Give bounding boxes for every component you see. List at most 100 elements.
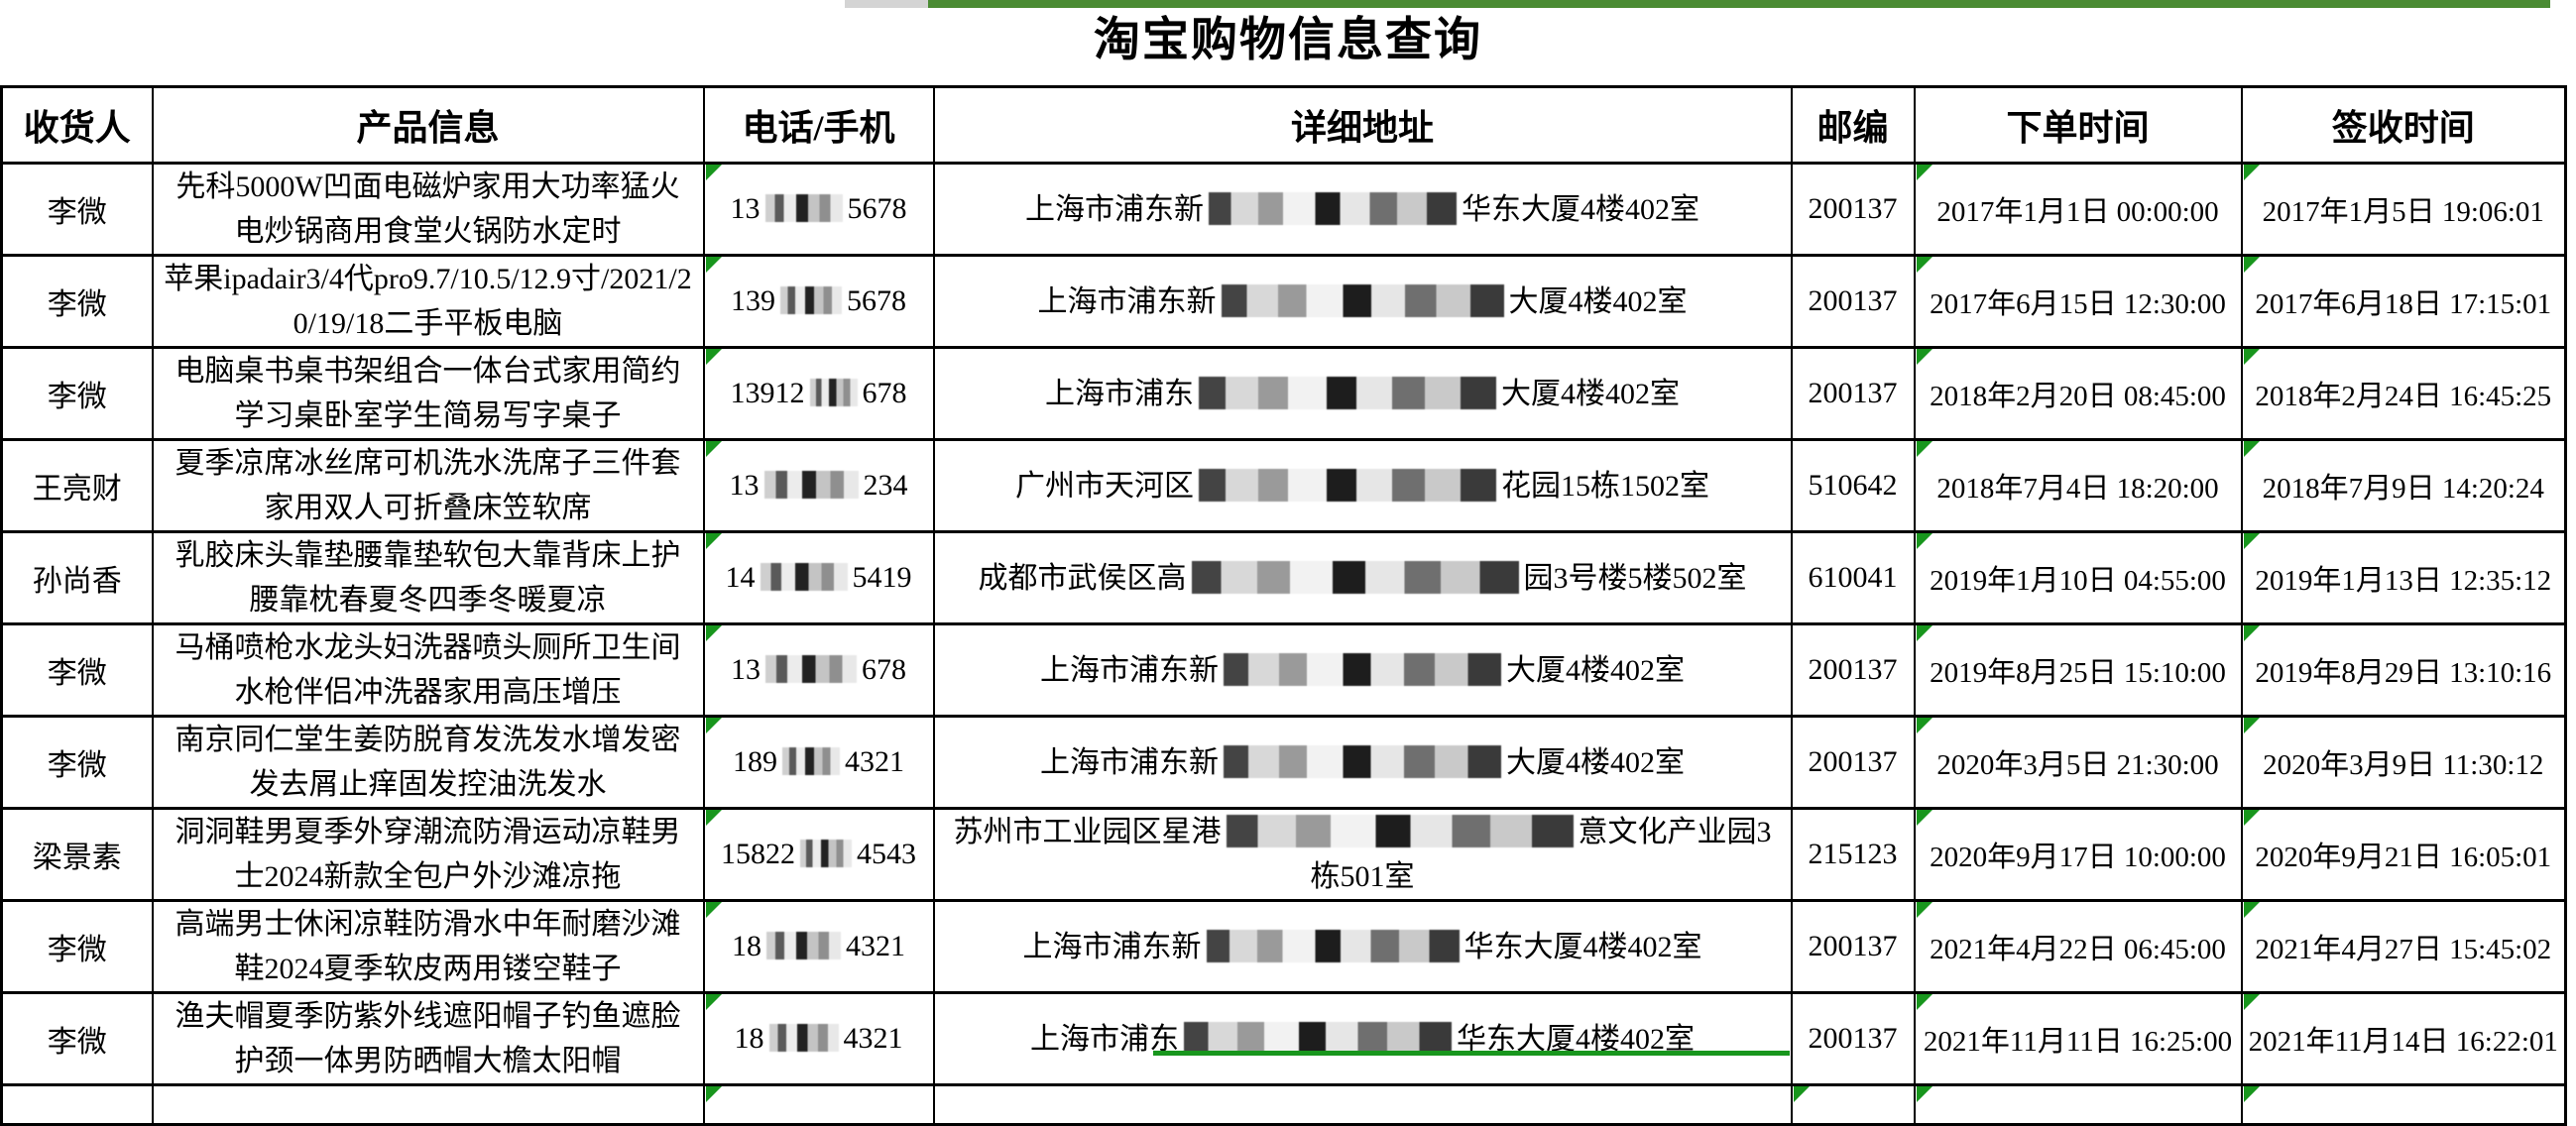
address-suffix: 花园15栋1502室: [1501, 469, 1709, 503]
cell-zip[interactable]: 200137: [1790, 254, 1916, 349]
cell-order-time[interactable]: 2020年9月17日 10:00:00: [1913, 807, 2243, 902]
partial-cell-sign[interactable]: [2240, 1083, 2567, 1125]
cell-address[interactable]: 成都市武侯区高 园3号楼5楼502室: [932, 530, 1793, 625]
cell-sign-time[interactable]: 2019年8月29日 13:10:16: [2240, 622, 2567, 718]
cell-sign-time[interactable]: 2017年1月5日 19:06:01: [2240, 162, 2567, 257]
partial-cell-addr[interactable]: [932, 1083, 1793, 1125]
cell-sign-time[interactable]: 2021年4月27日 15:45:02: [2240, 899, 2567, 994]
cell-phone[interactable]: 18 4321: [702, 899, 935, 994]
cell-order-time[interactable]: 2018年7月4日 18:20:00: [1913, 438, 2243, 533]
cell-zip[interactable]: 610041: [1790, 530, 1916, 625]
cell-phone[interactable]: 13 234: [702, 438, 935, 533]
cell-phone[interactable]: 13912 678: [702, 346, 935, 441]
cell-address[interactable]: 上海市浦东 大厦4楼402室: [932, 346, 1793, 441]
error-indicator-icon: [2243, 350, 2260, 365]
cell-sign-time[interactable]: 2020年3月9日 11:30:12: [2240, 715, 2567, 810]
cell-phone[interactable]: 13 5678: [702, 162, 935, 257]
partial-cell-recipient[interactable]: [0, 1083, 154, 1125]
cell-order-time[interactable]: 2017年6月15日 12:30:00: [1913, 254, 2243, 349]
table-row: 李微 马桶喷枪水龙头妇洗器喷头厕所卫生间水枪伴侣冲洗器家用高压增压 13 678 …: [0, 622, 2567, 718]
cell-product[interactable]: 乳胶床头靠垫腰靠垫软包大靠背床上护腰靠枕春夏冬四季冬暖夏凉: [151, 530, 705, 625]
cell-phone[interactable]: 139 5678: [702, 254, 935, 349]
address-prefix: 广州市天河区: [1015, 469, 1194, 503]
cell-sign-time[interactable]: 2019年1月13日 12:35:12: [2240, 530, 2567, 625]
table-row: 李微 苹果ipadair3/4代pro9.7/10.5/12.9寸/2021/2…: [0, 254, 2567, 349]
cell-product[interactable]: 马桶喷枪水龙头妇洗器喷头厕所卫生间水枪伴侣冲洗器家用高压增压: [151, 622, 705, 718]
cell-order-time[interactable]: 2019年1月10日 04:55:00: [1913, 530, 2243, 625]
cell-phone[interactable]: 15822 4543: [702, 807, 935, 902]
cell-zip[interactable]: 200137: [1790, 991, 1916, 1086]
cell-zip[interactable]: 200137: [1790, 899, 1916, 994]
zip-text: 215123: [1808, 838, 1898, 870]
cell-recipient[interactable]: 李微: [0, 162, 154, 257]
cell-order-time[interactable]: 2018年2月20日 08:45:00: [1913, 346, 2243, 441]
partial-row: [0, 1083, 2567, 1125]
cell-product[interactable]: 高端男士休闲凉鞋防滑水中年耐磨沙滩鞋2024夏季软皮两用镂空鞋子: [151, 899, 705, 994]
partial-cell-product[interactable]: [151, 1083, 705, 1125]
redaction-mask: [780, 286, 842, 314]
cell-sign-time[interactable]: 2021年11月14日 16:22:01: [2240, 991, 2567, 1086]
cell-phone[interactable]: 13 678: [702, 622, 935, 718]
partial-cell-phone[interactable]: [702, 1083, 935, 1125]
cell-product[interactable]: 先科5000W凹面电磁炉家用大功率猛火电炒锅商用食堂火锅防水定时: [151, 162, 705, 257]
cell-address[interactable]: 上海市浦东新 大厦4楼402室: [932, 622, 1793, 718]
cell-zip[interactable]: 215123: [1790, 807, 1916, 902]
cell-product[interactable]: 夏季凉席冰丝席可机洗水洗席子三件套家用双人可折叠床笠软席: [151, 438, 705, 533]
cell-order-time[interactable]: 2019年8月25日 15:10:00: [1913, 622, 2243, 718]
cell-recipient[interactable]: 李微: [0, 991, 154, 1086]
cell-sign-time[interactable]: 2018年2月24日 16:45:25: [2240, 346, 2567, 441]
header-product[interactable]: 产品信息: [151, 85, 705, 165]
cell-sign-time[interactable]: 2020年9月21日 16:05:01: [2240, 807, 2567, 902]
sign-time-text: 2020年3月9日 11:30:12: [2263, 749, 2544, 781]
cell-order-time[interactable]: 2017年1月1日 00:00:00: [1913, 162, 2243, 257]
cell-recipient[interactable]: 梁景素: [0, 807, 154, 902]
cell-address[interactable]: 上海市浦东新 大厦4楼402室: [932, 254, 1793, 349]
cell-recipient[interactable]: 李微: [0, 715, 154, 810]
address-prefix: 成都市武侯区高: [978, 561, 1187, 595]
zip-text: 200137: [1808, 653, 1898, 686]
cell-zip[interactable]: 200137: [1790, 346, 1916, 441]
partial-cell-zip[interactable]: [1790, 1083, 1916, 1125]
cell-phone[interactable]: 14 5419: [702, 530, 935, 625]
page-title[interactable]: 淘宝购物信息查询: [1094, 15, 1482, 66]
product-text: 洞洞鞋男夏季外穿潮流防滑运动凉鞋男士2024新款全包户外沙滩凉拖: [175, 816, 681, 893]
cell-order-time[interactable]: 2021年4月22日 06:45:00: [1913, 899, 2243, 994]
cell-address[interactable]: 上海市浦东新 大厦4楼402室: [932, 715, 1793, 810]
cell-recipient[interactable]: 孙尚香: [0, 530, 154, 625]
cell-recipient[interactable]: 李微: [0, 622, 154, 718]
header-address[interactable]: 详细地址: [932, 85, 1793, 165]
header-recipient[interactable]: 收货人: [0, 85, 154, 165]
cell-address[interactable]: 上海市浦东新 华东大厦4楼402室: [932, 899, 1793, 994]
header-zip[interactable]: 邮编: [1790, 85, 1916, 165]
cell-product[interactable]: 苹果ipadair3/4代pro9.7/10.5/12.9寸/2021/20/1…: [151, 254, 705, 349]
cell-address[interactable]: 广州市天河区 花园15栋1502室: [932, 438, 1793, 533]
cell-recipient[interactable]: 李微: [0, 346, 154, 441]
cell-address[interactable]: 上海市浦东新 华东大厦4楼402室: [932, 162, 1793, 257]
cell-zip[interactable]: 200137: [1790, 622, 1916, 718]
cell-order-time[interactable]: 2020年3月5日 21:30:00: [1913, 715, 2243, 810]
cell-zip[interactable]: 200137: [1790, 162, 1916, 257]
header-order-time[interactable]: 下单时间: [1913, 85, 2243, 165]
cell-product[interactable]: 南京同仁堂生姜防脱育发洗发水增发密发去屑止痒固发控油洗发水: [151, 715, 705, 810]
cell-address[interactable]: 上海市浦东 华东大厦4楼402室: [932, 991, 1793, 1086]
cell-sign-time[interactable]: 2018年7月9日 14:20:24: [2240, 438, 2567, 533]
cell-product[interactable]: 渔夫帽夏季防紫外线遮阳帽子钓鱼遮脸护颈一体男防晒帽大檐太阳帽: [151, 991, 705, 1086]
cell-address[interactable]: 苏州市工业园区星港 意文化产业园3栋501室: [932, 807, 1793, 902]
order-time-text: 2017年6月15日 12:30:00: [1930, 288, 2226, 320]
cell-sign-time[interactable]: 2017年6月18日 17:15:01: [2240, 254, 2567, 349]
zip-text: 200137: [1808, 377, 1898, 409]
cell-product[interactable]: 洞洞鞋男夏季外穿潮流防滑运动凉鞋男士2024新款全包户外沙滩凉拖: [151, 807, 705, 902]
order-time-text: 2018年2月20日 08:45:00: [1930, 381, 2226, 412]
cell-phone[interactable]: 189 4321: [702, 715, 935, 810]
cell-zip[interactable]: 510642: [1790, 438, 1916, 533]
cell-product[interactable]: 电脑桌书桌书架组合一体台式家用简约学习桌卧室学生简易写字桌子: [151, 346, 705, 441]
header-phone[interactable]: 电话/手机: [702, 85, 935, 165]
header-sign-time[interactable]: 签收时间: [2240, 85, 2567, 165]
cell-phone[interactable]: 18 4321: [702, 991, 935, 1086]
cell-zip[interactable]: 200137: [1790, 715, 1916, 810]
cell-recipient[interactable]: 王亮财: [0, 438, 154, 533]
cell-recipient[interactable]: 李微: [0, 899, 154, 994]
cell-order-time[interactable]: 2021年11月11日 16:25:00: [1913, 991, 2243, 1086]
partial-cell-order[interactable]: [1913, 1083, 2243, 1125]
cell-recipient[interactable]: 李微: [0, 254, 154, 349]
